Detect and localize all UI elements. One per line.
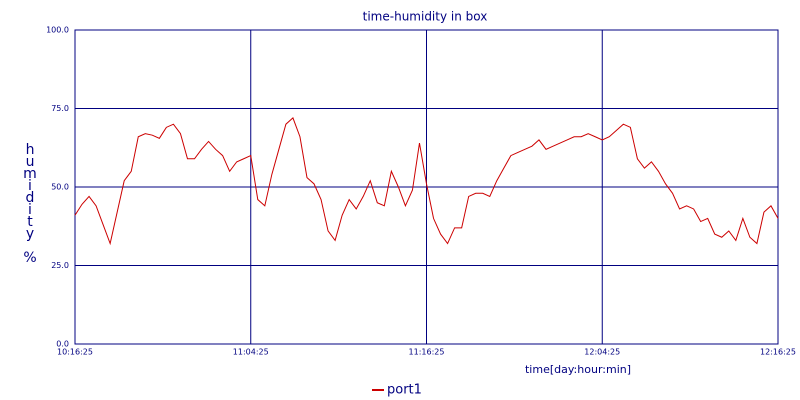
x-axis-label: time[day:hour:min] xyxy=(525,363,631,376)
x-tick-label: 10:16:25 xyxy=(57,348,93,357)
y-tick-label: 0.0 xyxy=(56,340,69,349)
chart-title: time-humidity in box xyxy=(363,10,488,24)
y-tick-label: 25.0 xyxy=(51,261,69,270)
x-tick-label: 12:04:25 xyxy=(584,348,620,357)
y-tick-label: 50.0 xyxy=(51,183,69,192)
data-line xyxy=(74,117,779,246)
x-tick-label: 11:04:25 xyxy=(233,348,269,357)
legend-label: port1 xyxy=(387,383,422,398)
x-tick-label: 12:16:25 xyxy=(760,348,796,357)
y-tick-label: 75.0 xyxy=(51,104,69,113)
x-tick-label: 11:16:25 xyxy=(409,348,445,357)
y-axis-label: humidity % xyxy=(22,142,38,262)
y-tick-label: 100.0 xyxy=(46,26,69,35)
